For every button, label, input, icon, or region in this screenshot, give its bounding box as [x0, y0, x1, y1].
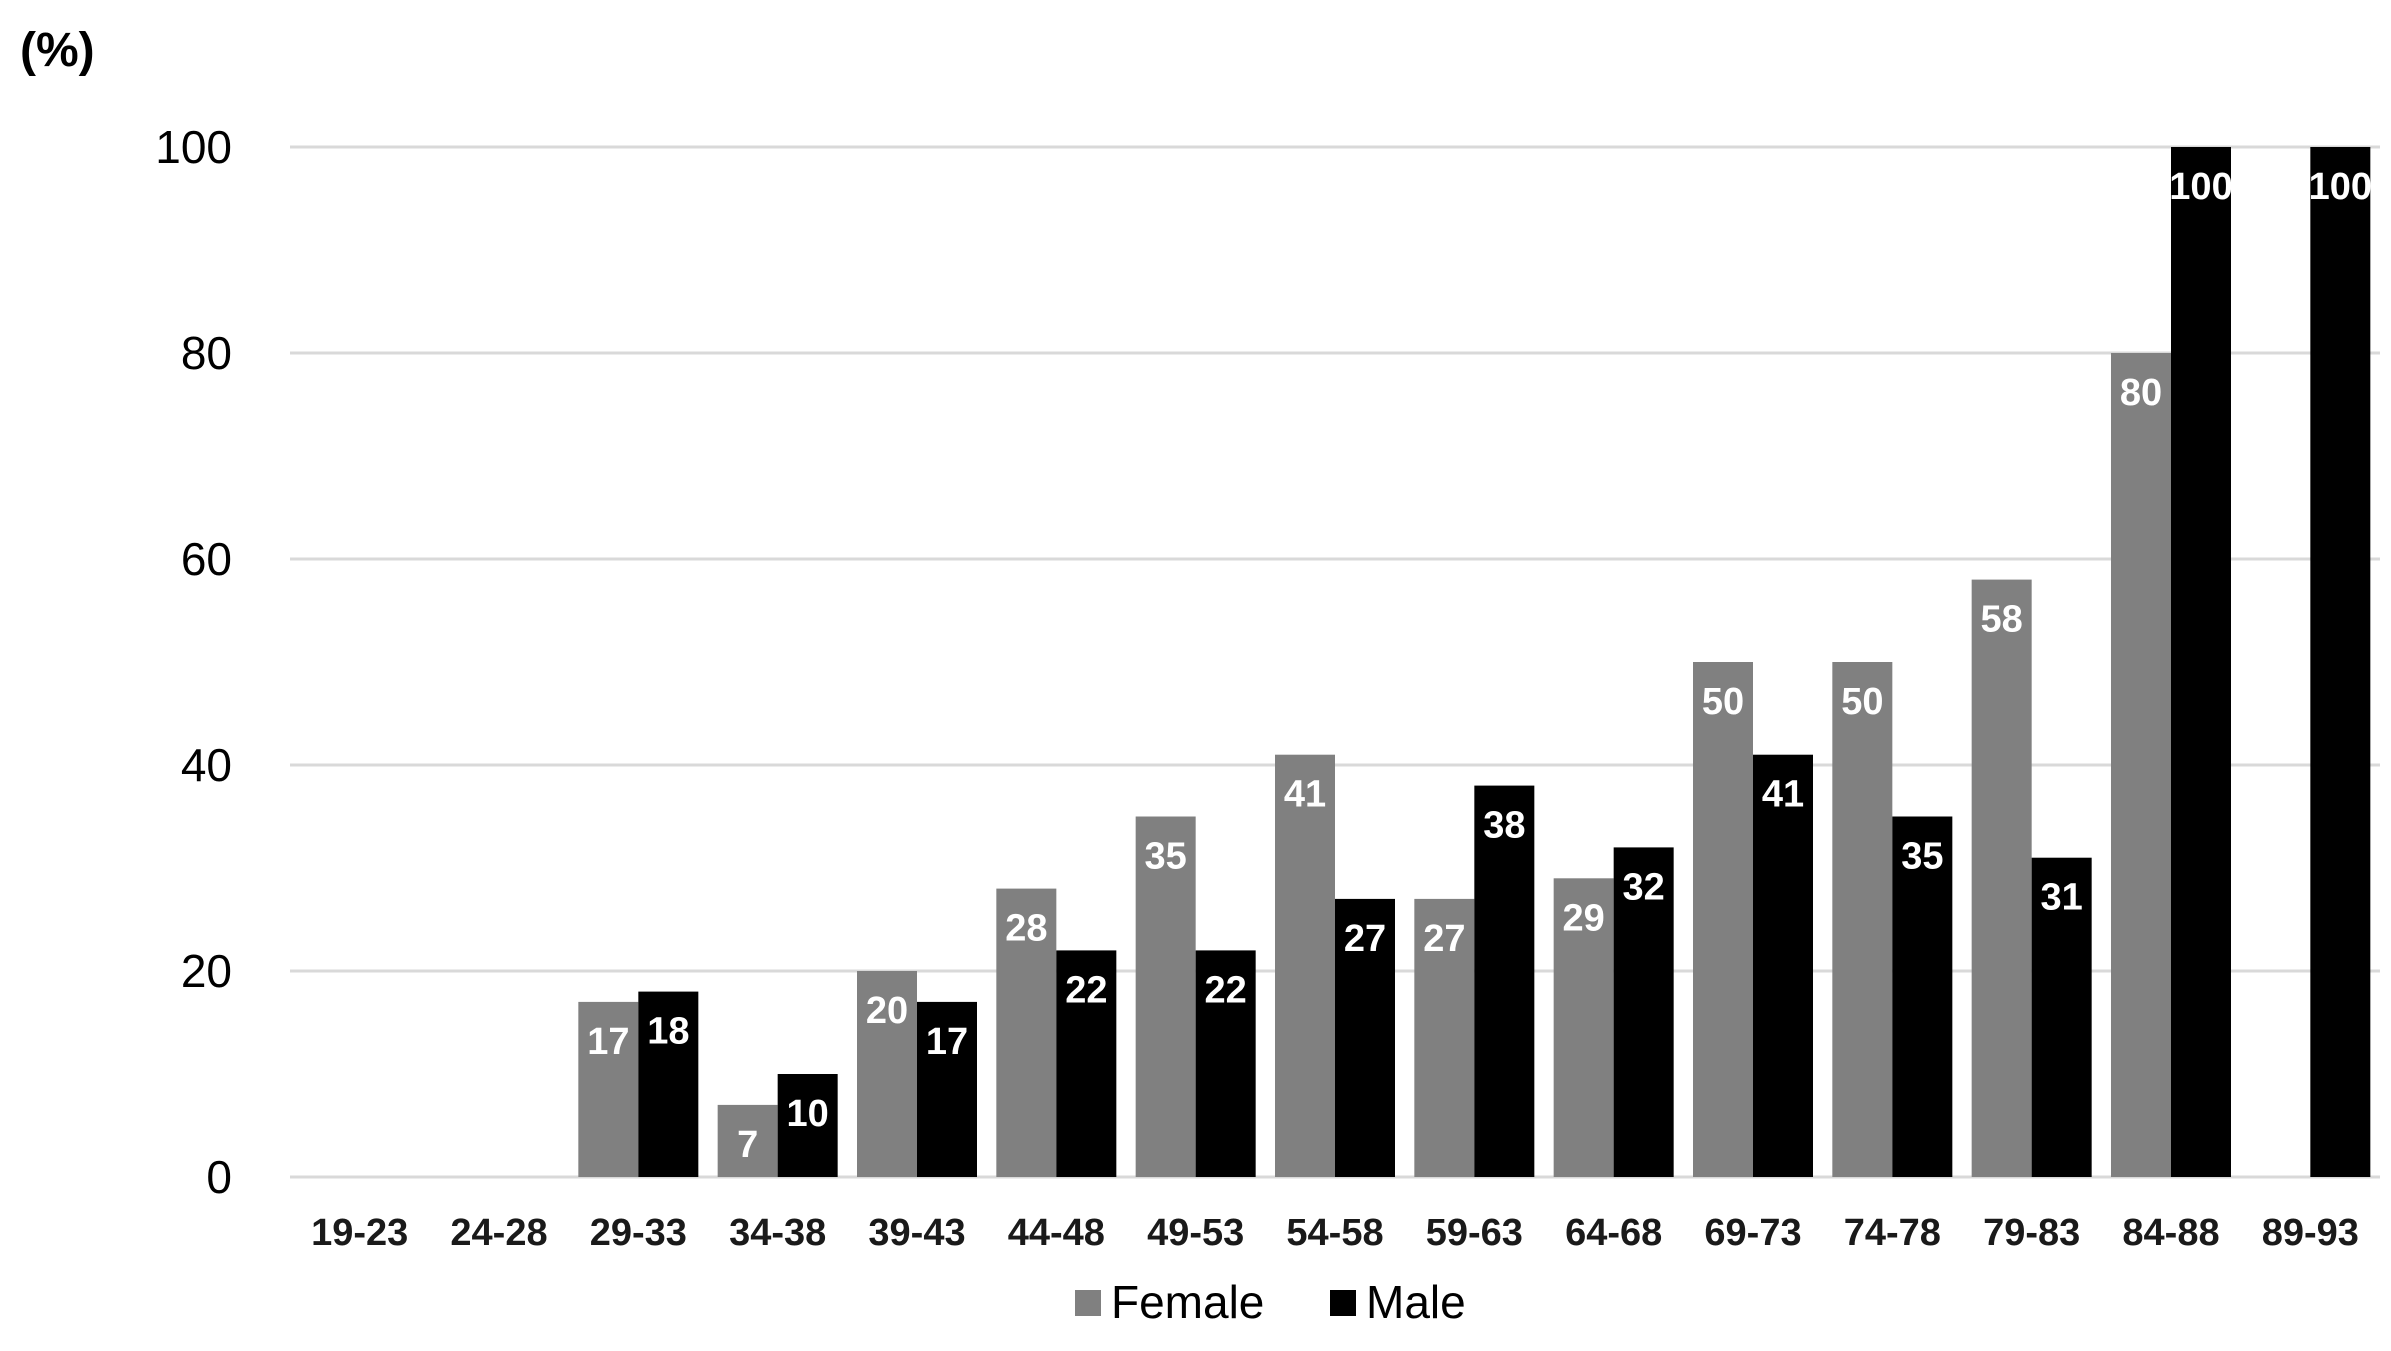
bar-value-label: 22 — [1065, 969, 1107, 1011]
bar-value-label: 32 — [1623, 866, 1665, 908]
bar-female — [1832, 662, 1893, 1177]
x-tick-label: 29-33 — [590, 1212, 687, 1254]
x-tick-label: 74-78 — [1844, 1212, 1941, 1254]
bar-male — [2171, 147, 2231, 1177]
bar-value-label: 50 — [1702, 681, 1744, 723]
bar-value-label: 31 — [2041, 877, 2083, 919]
x-tick-label: 49-53 — [1147, 1212, 1244, 1254]
bar-female — [1971, 579, 2032, 1177]
x-tick-label: 54-58 — [1286, 1212, 1383, 1254]
legend-label-male: Male — [1366, 1276, 1466, 1328]
bar-male — [2031, 857, 2092, 1177]
bar-female — [996, 888, 1057, 1177]
bar-female — [1414, 898, 1475, 1177]
x-tick-label: 84-88 — [2122, 1212, 2219, 1254]
bar-value-label: 100 — [2309, 166, 2372, 208]
x-tick-label: 89-93 — [2262, 1212, 2359, 1254]
bar-male — [2310, 147, 2371, 1177]
bar-value-label: 41 — [1284, 774, 1326, 816]
bar-value-label: 35 — [1145, 836, 1187, 878]
bar-female — [1135, 816, 1196, 1177]
bar-female — [578, 1001, 639, 1177]
bars — [578, 147, 2371, 1177]
bar-value-label: 17 — [587, 1021, 629, 1063]
y-unit-label: (%) — [20, 24, 95, 77]
bar-male — [1056, 950, 1117, 1177]
bar-female — [1275, 754, 1335, 1177]
bar-value-label: 27 — [1423, 918, 1465, 960]
y-tick-label: 60 — [181, 533, 232, 585]
y-tick-label: 80 — [181, 327, 232, 379]
bar-female — [717, 1104, 778, 1177]
bar-male — [1753, 754, 1813, 1177]
bar-value-label: 50 — [1841, 681, 1883, 723]
bar-value-label: 58 — [1981, 599, 2023, 641]
bar-male — [1195, 950, 1256, 1177]
legend-swatch-male — [1330, 1290, 1356, 1316]
bar-value-label: 80 — [2120, 372, 2162, 414]
bar-value-label: 17 — [926, 1021, 968, 1063]
legend-label-female: Female — [1111, 1276, 1264, 1328]
bar-male — [917, 1001, 977, 1177]
legend-swatch-female — [1075, 1290, 1101, 1316]
bar-value-label: 35 — [1901, 836, 1943, 878]
x-tick-label: 24-28 — [450, 1212, 547, 1254]
bar-value-label: 41 — [1762, 774, 1804, 816]
bar-male — [1613, 847, 1674, 1177]
bar-value-label: 27 — [1344, 918, 1386, 960]
bar-male — [777, 1074, 838, 1177]
x-tick-label: 69-73 — [1704, 1212, 1801, 1254]
x-tick-label: 59-63 — [1426, 1212, 1523, 1254]
legend: Female Male — [1075, 1276, 1466, 1328]
y-tick-label: 0 — [206, 1151, 232, 1203]
bar-female — [2111, 353, 2171, 1177]
bar-male — [1335, 898, 1395, 1177]
bar-value-label: 29 — [1563, 897, 1605, 939]
y-tick-label: 20 — [181, 945, 232, 997]
bar-value-label: 7 — [737, 1124, 758, 1166]
x-tick-label: 19-23 — [311, 1212, 408, 1254]
x-tick-label: 34-38 — [729, 1212, 826, 1254]
bar-value-label: 100 — [2169, 166, 2232, 208]
bar-female — [857, 971, 917, 1177]
x-tick-label: 79-83 — [1983, 1212, 2080, 1254]
bar-value-label: 22 — [1205, 969, 1247, 1011]
y-axis-ticks: 0 20 40 60 80 100 — [155, 121, 232, 1203]
x-tick-label: 39-43 — [868, 1212, 965, 1254]
x-tick-label: 44-48 — [1008, 1212, 1105, 1254]
bar-female — [1693, 662, 1753, 1177]
bar-labels: 17 18 7 10 20 17 28 22 35 22 41 27 27 38 29 32 50 41 50 35 5… — [587, 166, 2372, 1166]
x-tick-label: 64-68 — [1565, 1212, 1662, 1254]
bar-male — [1892, 816, 1953, 1177]
bar-male — [638, 991, 699, 1177]
bar-female — [1553, 878, 1614, 1177]
y-tick-label: 100 — [155, 121, 232, 173]
bar-value-label: 20 — [866, 990, 908, 1032]
bar-value-label: 18 — [647, 1011, 689, 1053]
bar-male — [1474, 785, 1535, 1177]
x-axis-ticks: 19-23 24-28 29-33 34-38 39-43 44-48 49-53 54-58… — [311, 1212, 2359, 1254]
y-tick-label: 40 — [181, 739, 232, 791]
bar-value-label: 28 — [1005, 908, 1047, 950]
bar-value-label: 38 — [1483, 805, 1525, 847]
bar-value-label: 10 — [787, 1093, 829, 1135]
